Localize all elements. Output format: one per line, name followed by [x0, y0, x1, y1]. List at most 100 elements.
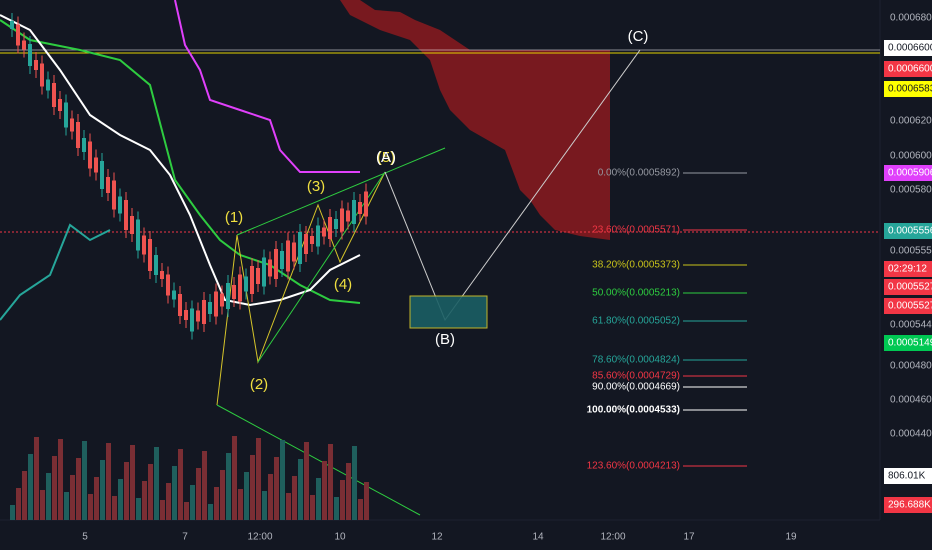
volume [184, 502, 189, 520]
volume [100, 460, 105, 520]
price-tick: 0.0005556 [890, 246, 932, 257]
price-badge-label: 0.0006583 [888, 84, 932, 95]
volume [136, 498, 141, 520]
price-badge-label: 0.0005149 [888, 338, 932, 349]
candle [316, 225, 320, 247]
volume [262, 491, 267, 520]
candle [310, 236, 314, 244]
volume [220, 470, 225, 520]
price-tick: 0.0005444 [890, 320, 932, 331]
time-tick: 12 [431, 532, 443, 543]
candle [358, 202, 362, 214]
volume [10, 505, 15, 520]
volume [304, 442, 309, 520]
fib-label: 85.60%(0.0004729) [592, 371, 680, 382]
price-badge [884, 40, 932, 56]
price-badge [884, 223, 932, 239]
candle [130, 216, 134, 234]
volume [334, 497, 339, 520]
wave-labels: (1) (2) (3) (4) (5)(A) (B) (C) [225, 28, 649, 393]
volume [346, 463, 351, 520]
price-badge-label: 296.688K [888, 500, 931, 511]
wave-label: (1) [225, 209, 243, 226]
price-badge [884, 81, 932, 97]
time-tick: 7 [182, 532, 188, 543]
candle [364, 191, 368, 217]
time-tick: 14 [532, 532, 544, 543]
price-badge-label: 0.0005556 [888, 226, 932, 237]
fib-label: 78.60%(0.0004824) [592, 355, 680, 366]
volume [322, 461, 327, 520]
volume [208, 504, 213, 520]
volume [196, 468, 201, 520]
fib-label: 61.80%(0.0005052) [592, 316, 680, 327]
volume [70, 475, 75, 520]
time-tick: 17 [683, 532, 695, 543]
fib-levels: 0.00%(0.0005892) 23.60%(0.0005571) 38.20%(… [587, 168, 747, 472]
candles [10, 13, 369, 520]
candle [160, 271, 164, 279]
price-badge [884, 335, 932, 351]
volume [154, 447, 159, 520]
candle [262, 257, 266, 287]
volume [148, 464, 153, 520]
candle [184, 310, 188, 320]
candle [28, 44, 32, 66]
candle [142, 235, 146, 255]
volume [40, 490, 45, 520]
fib-label: 50.00%(0.0005213) [592, 288, 680, 299]
volume [250, 455, 255, 520]
candle [250, 266, 254, 294]
fib-label: 38.20%(0.0005373) [592, 260, 680, 271]
white-ma [0, 14, 361, 307]
wave-label: (A) [376, 149, 396, 166]
volume [214, 487, 219, 520]
volume [310, 495, 315, 520]
volume [316, 478, 321, 520]
price-badge-label: 0.0005527 [888, 282, 932, 293]
candle [190, 308, 194, 332]
volume [226, 453, 231, 520]
price-badge-label: 02:29:12 [888, 264, 927, 275]
candle [244, 276, 248, 292]
candle [46, 79, 50, 91]
candle [334, 219, 338, 229]
price-badge-label: 0.0006600 [888, 64, 932, 75]
candle [10, 21, 14, 29]
volume [160, 500, 165, 520]
candle [268, 259, 272, 277]
price-badge [884, 165, 932, 181]
volume [58, 439, 63, 520]
price-badge [884, 61, 932, 77]
volume [298, 459, 303, 520]
candle [172, 290, 176, 300]
candle [322, 227, 326, 237]
candle [232, 285, 236, 299]
candle [34, 60, 38, 70]
wave-label: (C) [628, 28, 649, 45]
candle [118, 196, 122, 214]
volume [178, 449, 183, 520]
price-badge-label: 0.0005527 [888, 301, 932, 312]
candle [76, 122, 80, 148]
waves [216, 49, 641, 516]
candle [298, 232, 302, 264]
volume [130, 445, 135, 520]
volume [166, 483, 171, 520]
candle [106, 177, 110, 193]
candle [202, 300, 206, 324]
price-badge [884, 468, 932, 484]
time-axis: 5 7 12:00 10 12 14 12:00 17 19 [82, 532, 797, 543]
volume [280, 440, 285, 520]
time-tick: 10 [334, 532, 346, 543]
volume [88, 494, 93, 520]
green-line [0, 19, 361, 304]
